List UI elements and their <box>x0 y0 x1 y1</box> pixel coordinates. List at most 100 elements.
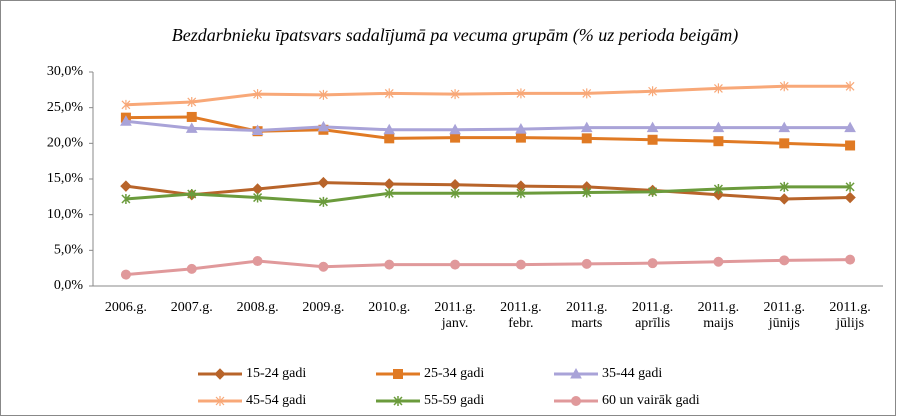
data-point <box>120 180 132 192</box>
legend-label: 35-44 gadi <box>602 366 662 381</box>
x-tick-label: 2011.g. aprīlis <box>631 300 674 331</box>
data-point <box>449 123 461 135</box>
data-point <box>383 178 395 190</box>
x-tick-label: 2011.g. jūnijs <box>763 300 805 331</box>
data-point <box>186 111 197 122</box>
data-point <box>845 181 855 192</box>
data-point <box>185 122 198 133</box>
data-point <box>516 188 526 199</box>
data-point <box>251 124 264 135</box>
x-tick-label: 2011.g. marts <box>566 300 608 331</box>
legend-label: 60 un vairāk gadi <box>602 393 700 408</box>
data-point <box>318 89 328 100</box>
data-point <box>581 258 592 269</box>
series-line <box>125 84 851 107</box>
data-point <box>515 259 526 270</box>
data-point <box>647 134 658 145</box>
y-tick-label: 25,0% <box>47 100 84 115</box>
x-tick-label: 2009.g. <box>302 300 345 315</box>
data-point <box>844 121 856 133</box>
data-point <box>713 256 724 267</box>
legend-label: 25-34 gadi <box>424 366 484 381</box>
data-point <box>580 121 593 133</box>
x-tick-label: 2011.g. maijs <box>697 300 740 331</box>
data-point <box>450 188 460 199</box>
x-tick-label: 2008.g. <box>236 300 279 315</box>
data-point <box>384 188 394 199</box>
data-point <box>581 133 592 144</box>
data-point <box>384 88 394 99</box>
data-point <box>516 88 526 99</box>
x-tick-label: 2011.g. jūlijs <box>829 300 871 331</box>
data-point <box>384 259 395 270</box>
data-point <box>187 96 197 107</box>
data-point <box>251 183 264 195</box>
data-point <box>845 140 856 151</box>
legend-marker <box>393 396 403 406</box>
data-point <box>252 256 263 267</box>
data-point <box>253 192 263 203</box>
y-tick-label: 0,0% <box>54 278 84 293</box>
data-point <box>845 81 855 92</box>
data-point <box>712 121 725 133</box>
legend-marker <box>215 396 225 406</box>
data-point <box>713 136 724 147</box>
data-point <box>713 183 723 194</box>
data-point <box>121 193 131 204</box>
data-point <box>845 254 856 265</box>
data-point <box>383 123 396 135</box>
data-point <box>120 115 132 126</box>
legend-marker <box>571 396 581 406</box>
data-point <box>647 258 658 269</box>
y-tick-label: 15,0% <box>47 171 84 186</box>
data-point <box>450 132 461 143</box>
data-point <box>253 89 263 100</box>
legend-marker <box>393 369 403 379</box>
data-point <box>121 99 131 110</box>
chart-title: Bezdarbnieku īpatsvars sadalījumā pa vec… <box>172 25 738 46</box>
legend-marker <box>214 368 226 380</box>
y-tick-label: 5,0% <box>54 243 84 258</box>
legend-marker <box>570 367 582 379</box>
legend-label: 55-59 gadi <box>424 393 484 408</box>
data-point <box>515 123 527 134</box>
x-tick-label: 2011.g. febr. <box>500 300 542 331</box>
data-point <box>187 188 197 199</box>
legend-label: 15-24 gadi <box>246 366 306 381</box>
data-point <box>317 120 330 132</box>
data-point <box>515 132 526 143</box>
data-point <box>648 86 658 97</box>
data-point <box>450 259 461 270</box>
data-point <box>317 176 330 189</box>
data-point <box>648 186 658 197</box>
series-line <box>125 185 851 204</box>
data-point <box>778 193 790 205</box>
y-tick-label: 30,0% <box>47 64 84 79</box>
data-point <box>646 121 659 133</box>
data-point <box>186 263 197 274</box>
data-point <box>318 261 329 272</box>
data-point <box>844 191 856 204</box>
data-point <box>449 178 461 191</box>
data-point <box>778 121 791 133</box>
data-point <box>779 81 789 92</box>
series-line <box>125 119 851 132</box>
data-point <box>450 89 460 100</box>
legend-label: 45-54 gadi <box>246 393 306 408</box>
x-tick-label: 2006.g. <box>104 300 147 315</box>
x-tick-label: 2007.g. <box>170 300 213 315</box>
data-point <box>779 255 790 266</box>
data-point <box>318 196 328 207</box>
data-point <box>779 181 789 192</box>
x-tick-label: 2011.g. janv. <box>434 300 476 331</box>
data-point <box>582 88 592 99</box>
series-line <box>125 258 851 277</box>
data-point <box>384 133 395 144</box>
data-point <box>779 138 790 149</box>
y-tick-label: 20,0% <box>47 136 84 151</box>
x-tick-label: 2010.g. <box>368 300 411 315</box>
data-point <box>582 187 592 198</box>
